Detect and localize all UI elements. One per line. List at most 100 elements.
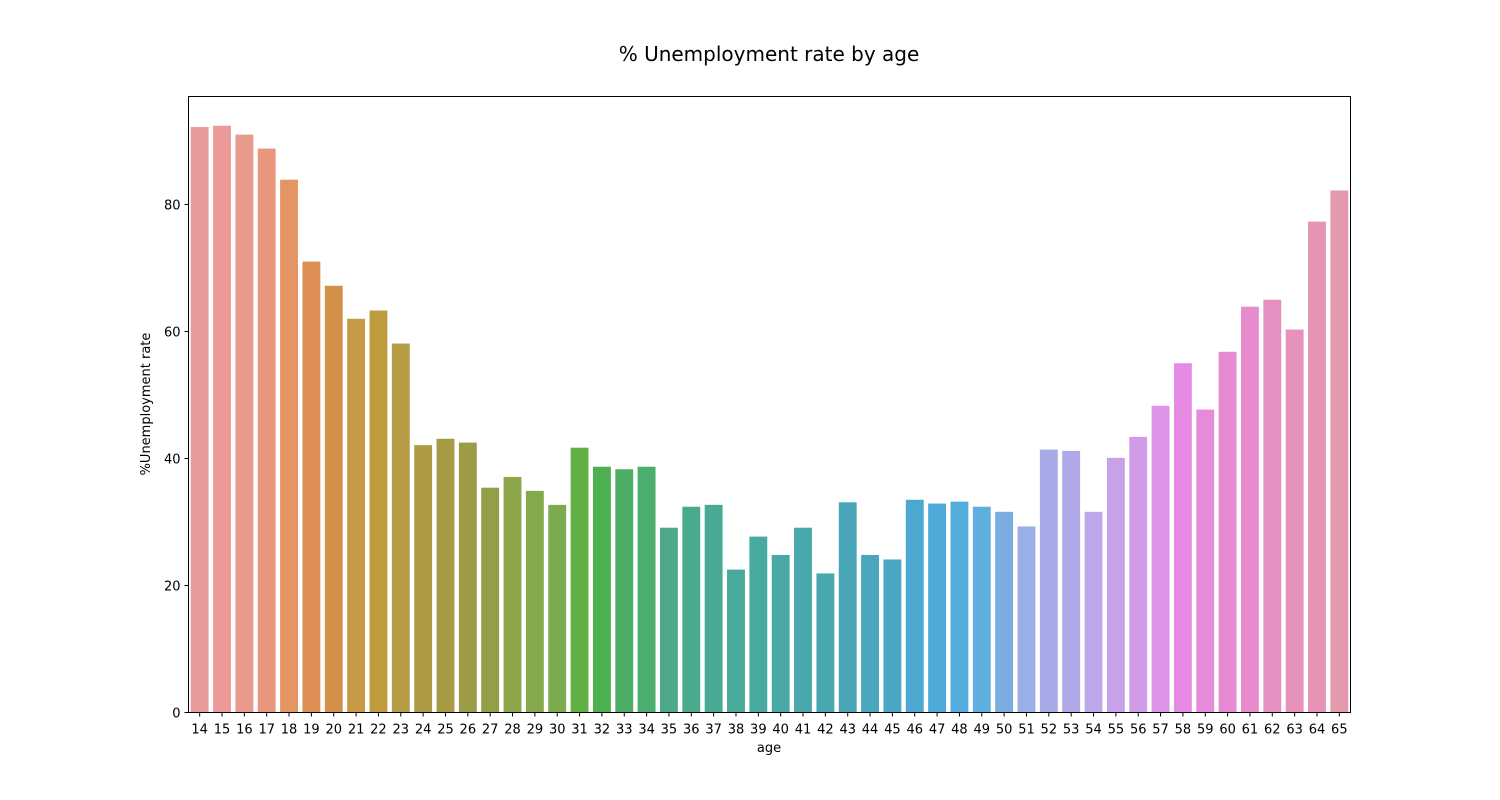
bar-age-39 bbox=[749, 536, 768, 713]
bar-age-19 bbox=[302, 261, 321, 713]
bar-age-41 bbox=[794, 527, 812, 713]
x-tick-label: 26 bbox=[460, 723, 477, 738]
x-tick-label: 41 bbox=[795, 723, 812, 738]
y-tick-label: 80 bbox=[164, 198, 181, 213]
bar-age-21 bbox=[347, 318, 366, 713]
bar-age-24 bbox=[414, 445, 433, 713]
bar-age-14 bbox=[190, 126, 209, 713]
x-tick-label: 21 bbox=[348, 723, 365, 738]
x-tick-label: 58 bbox=[1175, 723, 1192, 738]
x-tick-label: 14 bbox=[191, 723, 208, 738]
bar-age-51 bbox=[1017, 526, 1036, 713]
x-tick-label: 56 bbox=[1130, 723, 1147, 738]
x-tick-label: 34 bbox=[638, 723, 655, 738]
x-axis-label: age bbox=[757, 741, 781, 756]
y-tick-label: 40 bbox=[164, 452, 181, 467]
bar-age-26 bbox=[458, 442, 477, 713]
bar-age-53 bbox=[1062, 450, 1081, 713]
bar-age-16 bbox=[235, 134, 254, 713]
x-tick-label: 25 bbox=[437, 723, 454, 738]
bar-age-52 bbox=[1039, 449, 1058, 713]
bar-age-54 bbox=[1084, 511, 1103, 713]
x-tick-label: 29 bbox=[527, 723, 544, 738]
bar-age-23 bbox=[391, 343, 410, 713]
x-tick-label: 44 bbox=[862, 723, 879, 738]
x-tick-label: 33 bbox=[616, 723, 633, 738]
bar-age-58 bbox=[1173, 363, 1192, 713]
bar-age-55 bbox=[1106, 457, 1125, 713]
bar-age-56 bbox=[1129, 436, 1148, 713]
x-tick-label: 59 bbox=[1197, 723, 1214, 738]
bars-group bbox=[190, 125, 1349, 713]
bar-age-35 bbox=[660, 527, 678, 713]
bar-age-25 bbox=[436, 438, 455, 713]
bar-age-28 bbox=[503, 476, 522, 713]
x-tick-label: 60 bbox=[1219, 723, 1236, 738]
x-tick-label: 42 bbox=[817, 723, 834, 738]
bar-age-63 bbox=[1285, 329, 1304, 713]
bar-age-46 bbox=[905, 499, 924, 713]
bar-age-57 bbox=[1151, 405, 1170, 713]
x-tick-label: 18 bbox=[281, 723, 298, 738]
x-tick-label: 43 bbox=[839, 723, 856, 738]
bar-age-62 bbox=[1263, 299, 1282, 713]
x-tick-label: 57 bbox=[1152, 723, 1169, 738]
bar-age-38 bbox=[727, 569, 745, 713]
x-tick-label: 28 bbox=[504, 723, 521, 738]
bar-age-42 bbox=[816, 573, 835, 713]
x-tick-label: 17 bbox=[258, 723, 275, 738]
bar-age-65 bbox=[1330, 190, 1349, 713]
bar-age-37 bbox=[704, 504, 723, 713]
bar-age-22 bbox=[369, 310, 388, 713]
x-tick-label: 64 bbox=[1309, 723, 1326, 738]
x-tick-label: 20 bbox=[325, 723, 342, 738]
bar-age-17 bbox=[257, 148, 276, 713]
x-tick-label: 63 bbox=[1286, 723, 1303, 738]
x-tick-label: 52 bbox=[1041, 723, 1058, 738]
x-tick-label: 19 bbox=[303, 723, 320, 738]
bar-age-33 bbox=[615, 469, 634, 713]
x-tick-label: 39 bbox=[750, 723, 767, 738]
x-tick-label: 51 bbox=[1018, 723, 1035, 738]
chart-title: % Unemployment rate by age bbox=[619, 42, 920, 66]
x-tick-label: 16 bbox=[236, 723, 253, 738]
bar-age-34 bbox=[637, 466, 656, 713]
bar-age-18 bbox=[280, 179, 298, 713]
bar-age-40 bbox=[771, 555, 790, 713]
bar-age-45 bbox=[883, 559, 902, 713]
x-tick-label: 31 bbox=[571, 723, 588, 738]
bar-age-60 bbox=[1218, 351, 1237, 713]
y-tick-label: 0 bbox=[172, 707, 180, 722]
bar-age-49 bbox=[972, 506, 991, 713]
x-tick-label: 37 bbox=[705, 723, 722, 738]
x-tick-label: 49 bbox=[974, 723, 991, 738]
x-tick-label: 30 bbox=[549, 723, 566, 738]
bar-age-29 bbox=[525, 490, 544, 713]
x-tick-label: 50 bbox=[996, 723, 1013, 738]
x-tick-label: 32 bbox=[594, 723, 611, 738]
y-tick-label: 60 bbox=[164, 325, 181, 340]
bar-age-44 bbox=[861, 555, 879, 713]
x-tick-label: 22 bbox=[370, 723, 387, 738]
x-tick-label: 24 bbox=[415, 723, 432, 738]
plot-frame bbox=[188, 96, 1351, 713]
y-axis: 0 20 40 60 80 bbox=[164, 198, 189, 722]
x-tick-label: 62 bbox=[1264, 723, 1281, 738]
bar-age-31 bbox=[570, 447, 589, 713]
bar-age-27 bbox=[481, 487, 500, 713]
bar-age-48 bbox=[950, 501, 969, 713]
x-tick-label: 55 bbox=[1108, 723, 1125, 738]
x-tick-label: 36 bbox=[683, 723, 700, 738]
bar-age-59 bbox=[1196, 409, 1215, 713]
x-tick-label: 40 bbox=[772, 723, 789, 738]
x-tick-label: 35 bbox=[661, 723, 678, 738]
x-tick-label: 23 bbox=[393, 723, 410, 738]
bar-age-30 bbox=[548, 504, 567, 713]
x-tick-label: 61 bbox=[1242, 723, 1259, 738]
bar-age-50 bbox=[995, 511, 1014, 713]
bar-age-64 bbox=[1308, 221, 1326, 713]
y-tick-label: 20 bbox=[164, 579, 181, 594]
bar-age-32 bbox=[592, 466, 611, 713]
x-tick-label: 48 bbox=[951, 723, 968, 738]
